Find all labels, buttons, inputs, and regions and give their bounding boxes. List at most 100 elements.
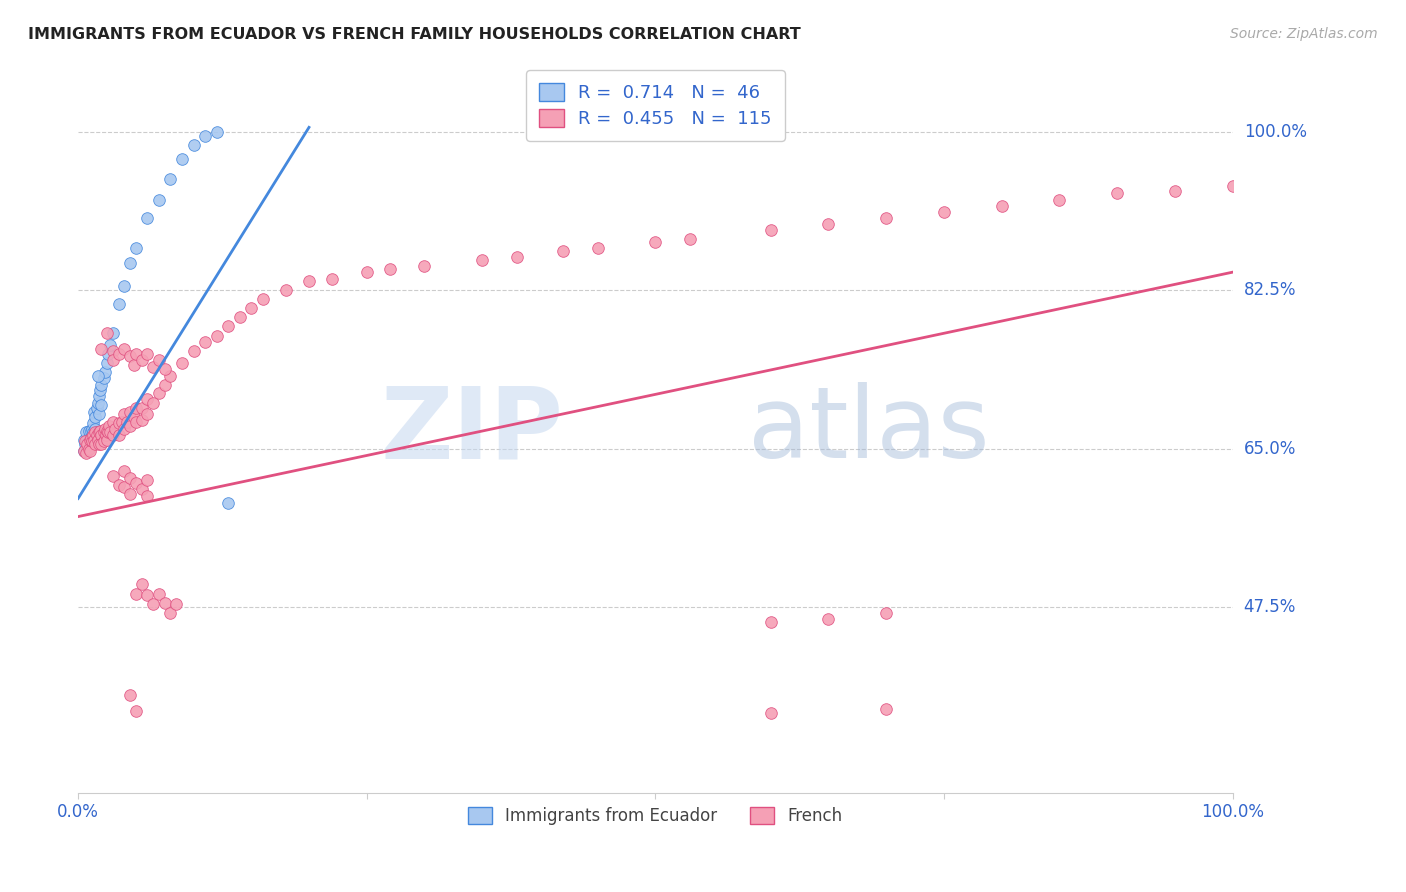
Point: [94, 428, 117, 442]
Point: [80, 434, 103, 449]
Point: [125, 704, 148, 718]
Point: [153, 596, 176, 610]
Point: [120, 419, 142, 434]
Point: [125, 346, 148, 360]
Point: [101, 468, 124, 483]
Point: [84, 409, 107, 424]
Point: [90, 378, 112, 392]
Point: [77, 440, 100, 454]
Point: [79, 443, 101, 458]
Point: [84, 425, 107, 440]
Point: [136, 474, 159, 488]
Point: [1164, 184, 1187, 198]
Point: [120, 688, 142, 702]
Point: [101, 343, 124, 358]
Point: [321, 271, 343, 285]
Point: [183, 138, 205, 153]
Point: [120, 350, 142, 364]
Point: [142, 360, 165, 375]
Point: [125, 241, 148, 255]
Point: [875, 607, 897, 621]
Point: [75, 425, 97, 440]
Point: [90, 398, 112, 412]
Point: [932, 204, 955, 219]
Point: [1222, 179, 1244, 194]
Point: [136, 588, 159, 602]
Point: [96, 356, 118, 370]
Point: [96, 326, 118, 340]
Text: 47.5%: 47.5%: [1244, 599, 1296, 616]
Point: [170, 356, 193, 370]
Point: [82, 428, 104, 442]
Point: [136, 346, 159, 360]
Point: [82, 417, 104, 431]
Point: [87, 437, 110, 451]
Point: [120, 256, 142, 270]
Point: [120, 405, 142, 419]
Point: [87, 369, 110, 384]
Point: [875, 702, 897, 716]
Point: [86, 425, 108, 440]
Point: [413, 259, 436, 273]
Point: [217, 496, 239, 510]
Point: [194, 129, 217, 144]
Point: [112, 407, 135, 421]
Point: [112, 422, 135, 436]
Point: [240, 301, 263, 316]
Point: [80, 424, 103, 438]
Point: [759, 222, 782, 236]
Point: [87, 407, 110, 421]
Point: [159, 172, 181, 186]
Point: [759, 615, 782, 630]
Point: [159, 607, 181, 621]
Legend: Immigrants from Ecuador, French: Immigrants from Ecuador, French: [458, 797, 852, 835]
Point: [205, 125, 228, 139]
Point: [90, 428, 112, 442]
Point: [79, 433, 101, 447]
Point: [644, 235, 666, 250]
Point: [100, 337, 122, 351]
Point: [136, 211, 159, 225]
Point: [87, 425, 110, 440]
Point: [79, 437, 101, 451]
Point: [120, 470, 142, 484]
Point: [93, 422, 115, 436]
Point: [77, 424, 100, 438]
Point: [194, 334, 217, 349]
Point: [107, 428, 129, 442]
Point: [1107, 186, 1129, 201]
Point: [87, 396, 110, 410]
Point: [76, 437, 98, 451]
Point: [107, 297, 129, 311]
Point: [131, 483, 153, 497]
Point: [136, 489, 159, 503]
Text: IMMIGRANTS FROM ECUADOR VS FRENCH FAMILY HOUSEHOLDS CORRELATION CHART: IMMIGRANTS FROM ECUADOR VS FRENCH FAMILY…: [28, 27, 801, 42]
Point: [142, 396, 165, 410]
Text: 82.5%: 82.5%: [1244, 281, 1296, 300]
Point: [274, 283, 297, 297]
Point: [112, 342, 135, 356]
Point: [107, 346, 129, 360]
Point: [111, 415, 134, 429]
Point: [96, 433, 118, 447]
Point: [80, 434, 103, 449]
Point: [112, 278, 135, 293]
Point: [101, 428, 124, 442]
Point: [131, 353, 153, 368]
Point: [80, 422, 103, 436]
Point: [136, 392, 159, 406]
Point: [131, 401, 153, 415]
Point: [875, 211, 897, 225]
Point: [93, 434, 115, 449]
Point: [77, 442, 100, 456]
Point: [153, 362, 176, 376]
Point: [87, 389, 110, 403]
Point: [79, 431, 101, 445]
Point: [90, 437, 112, 451]
Point: [96, 424, 118, 438]
Point: [83, 433, 105, 447]
Point: [131, 413, 153, 427]
Point: [76, 433, 98, 447]
Point: [148, 193, 170, 207]
Text: ZIP: ZIP: [380, 382, 562, 479]
